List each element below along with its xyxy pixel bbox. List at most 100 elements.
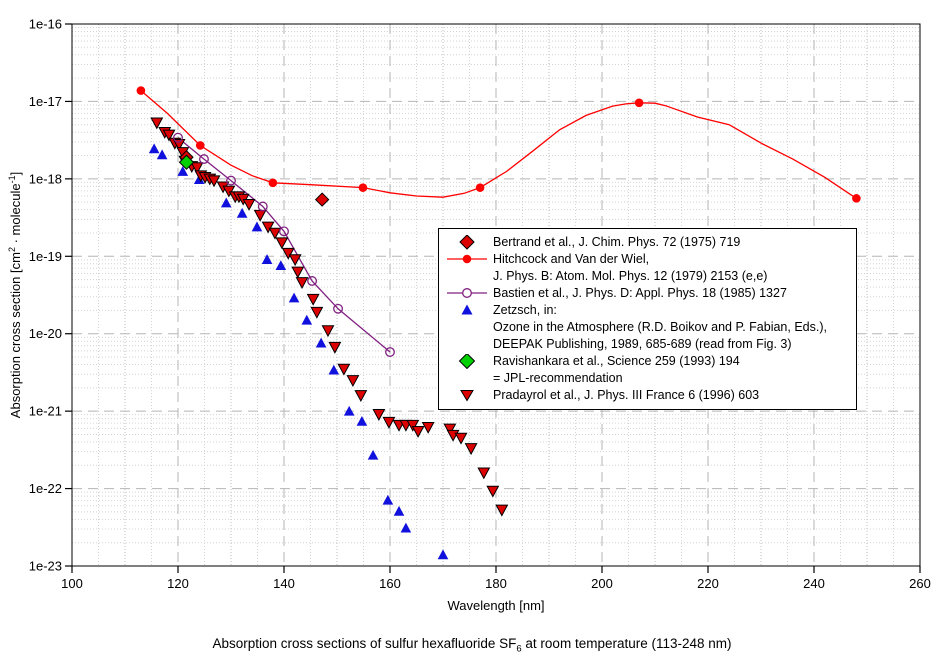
data-point <box>406 419 420 432</box>
data-point <box>288 254 302 267</box>
data-point <box>242 198 256 211</box>
data-point <box>393 505 405 516</box>
figure-caption: Absorption cross sections of sulfur hexa… <box>212 636 732 655</box>
series-line-hitchcock <box>140 90 857 199</box>
legend-item-label: Pradayrol et al., J. Phys. III France 6 … <box>493 387 856 404</box>
data-point <box>634 98 644 108</box>
data-point <box>279 226 289 237</box>
data-point <box>307 276 318 286</box>
legend-marker-glyph <box>459 235 475 250</box>
data-point <box>288 292 300 303</box>
legend-item-label: Ravishankara et al., Science 259 (1993) … <box>493 353 856 387</box>
legend-marker-glyph <box>458 354 476 369</box>
axis-ticks: 100 120 140 160 180 200 220 240 260 1e-16 1e-17 1e-… <box>29 17 931 592</box>
data-point <box>346 375 360 387</box>
y-tick-label: 1e-16 <box>29 17 62 32</box>
data-point <box>333 303 344 314</box>
data-point <box>281 247 295 260</box>
legend-line: Ozone in the Atmosphere (R.D. Boikov and… <box>493 320 827 334</box>
data-point <box>385 347 395 357</box>
triangle-down-marker-icon <box>445 387 493 404</box>
x-axis-label: Wavelength [nm] <box>447 598 545 613</box>
legend-line: DEEPAK Publishing, 1989, 685-689 (read f… <box>493 337 792 351</box>
x-tick-label: 120 <box>167 576 189 591</box>
y-axis-label: Absorption cross section [cm2 · molecule… <box>6 171 24 419</box>
legend-marker-glyph <box>462 288 472 298</box>
data-point <box>437 549 449 560</box>
series-zetzsch <box>148 143 449 560</box>
legend-item-pradayrol: Pradayrol et al., J. Phys. III France 6 … <box>445 387 856 404</box>
data-point <box>257 201 268 212</box>
x-tick-label: 220 <box>697 576 719 591</box>
data-point <box>178 154 195 170</box>
data-point <box>236 207 248 218</box>
diamond-marker-icon <box>445 353 493 370</box>
y-tick-label: 1e-17 <box>29 94 62 109</box>
data-point <box>443 423 457 436</box>
x-tick-label: 200 <box>591 576 613 591</box>
data-point <box>150 117 164 130</box>
data-point <box>275 237 289 250</box>
data-point <box>226 175 236 186</box>
data-point <box>411 425 425 438</box>
legend-item-label: Zetzsch, in: Ozone in the Atmosphere (R.D… <box>493 302 856 353</box>
data-point <box>354 390 368 402</box>
data-point <box>291 266 305 279</box>
data-point <box>162 129 176 142</box>
data-point <box>190 162 204 175</box>
y-tick-label: 1e-20 <box>29 326 62 341</box>
data-point <box>367 449 379 460</box>
series-bastien <box>173 132 395 357</box>
legend-line: Bastien et al., J. Phys. D: Appl. Phys. … <box>493 286 787 300</box>
y-tick-label: 1e-22 <box>29 481 62 496</box>
data-point <box>464 443 478 456</box>
legend-line: Pradayrol et al., J. Phys. III France 6 … <box>493 388 760 402</box>
x-tick-label: 100 <box>61 576 83 591</box>
data-point <box>372 409 386 421</box>
data-point <box>486 485 500 498</box>
legend-line: J. Phys. B: Atom. Mol. Phys. 12 (1979) 2… <box>493 269 768 283</box>
y-tick-label: 1e-19 <box>29 249 62 264</box>
data-point <box>356 415 368 426</box>
data-point <box>310 306 324 319</box>
data-point <box>268 227 282 240</box>
data-point <box>148 143 160 154</box>
data-point <box>173 132 183 143</box>
data-point <box>222 185 236 198</box>
data-point <box>136 86 146 95</box>
data-point <box>382 494 394 505</box>
triangle-up-marker-icon <box>445 302 493 319</box>
data-point <box>315 337 327 348</box>
x-tick-label: 140 <box>273 576 295 591</box>
series-ravishankara <box>178 154 195 170</box>
data-point <box>495 504 509 517</box>
data-point <box>328 364 340 375</box>
legend-line: Bertrand et al., J. Chim. Phys. 72 (1975… <box>493 235 741 249</box>
series-line-bastien <box>177 137 391 353</box>
legend-line: Hitchcock and Van der Wiel, <box>493 252 650 266</box>
legend-marker-glyph <box>460 390 474 402</box>
data-point <box>306 293 320 306</box>
legend-item-bertrand: Bertrand et al., J. Chim. Phys. 72 (1975… <box>445 234 856 251</box>
data-point <box>156 149 168 160</box>
y-tick-label: 1e-21 <box>29 404 62 419</box>
x-tick-label: 240 <box>803 576 825 591</box>
data-point <box>382 416 396 429</box>
legend-line: Ravishankara et al., Science 259 (1993) … <box>493 354 740 368</box>
data-point <box>177 166 189 176</box>
x-tick-label: 160 <box>379 576 401 591</box>
diamond-marker-icon <box>445 234 493 251</box>
y-tick-label: 1e-18 <box>29 171 62 186</box>
data-point <box>321 325 335 338</box>
data-point <box>207 175 221 188</box>
legend-line: = JPL-recommendation <box>493 371 623 385</box>
circle-marker-icon <box>445 251 493 268</box>
data-point <box>261 221 275 234</box>
data-point <box>358 183 368 192</box>
data-point <box>251 221 263 232</box>
data-point <box>268 178 278 188</box>
data-point <box>475 183 485 192</box>
data-point <box>400 522 412 533</box>
data-point <box>328 341 342 354</box>
